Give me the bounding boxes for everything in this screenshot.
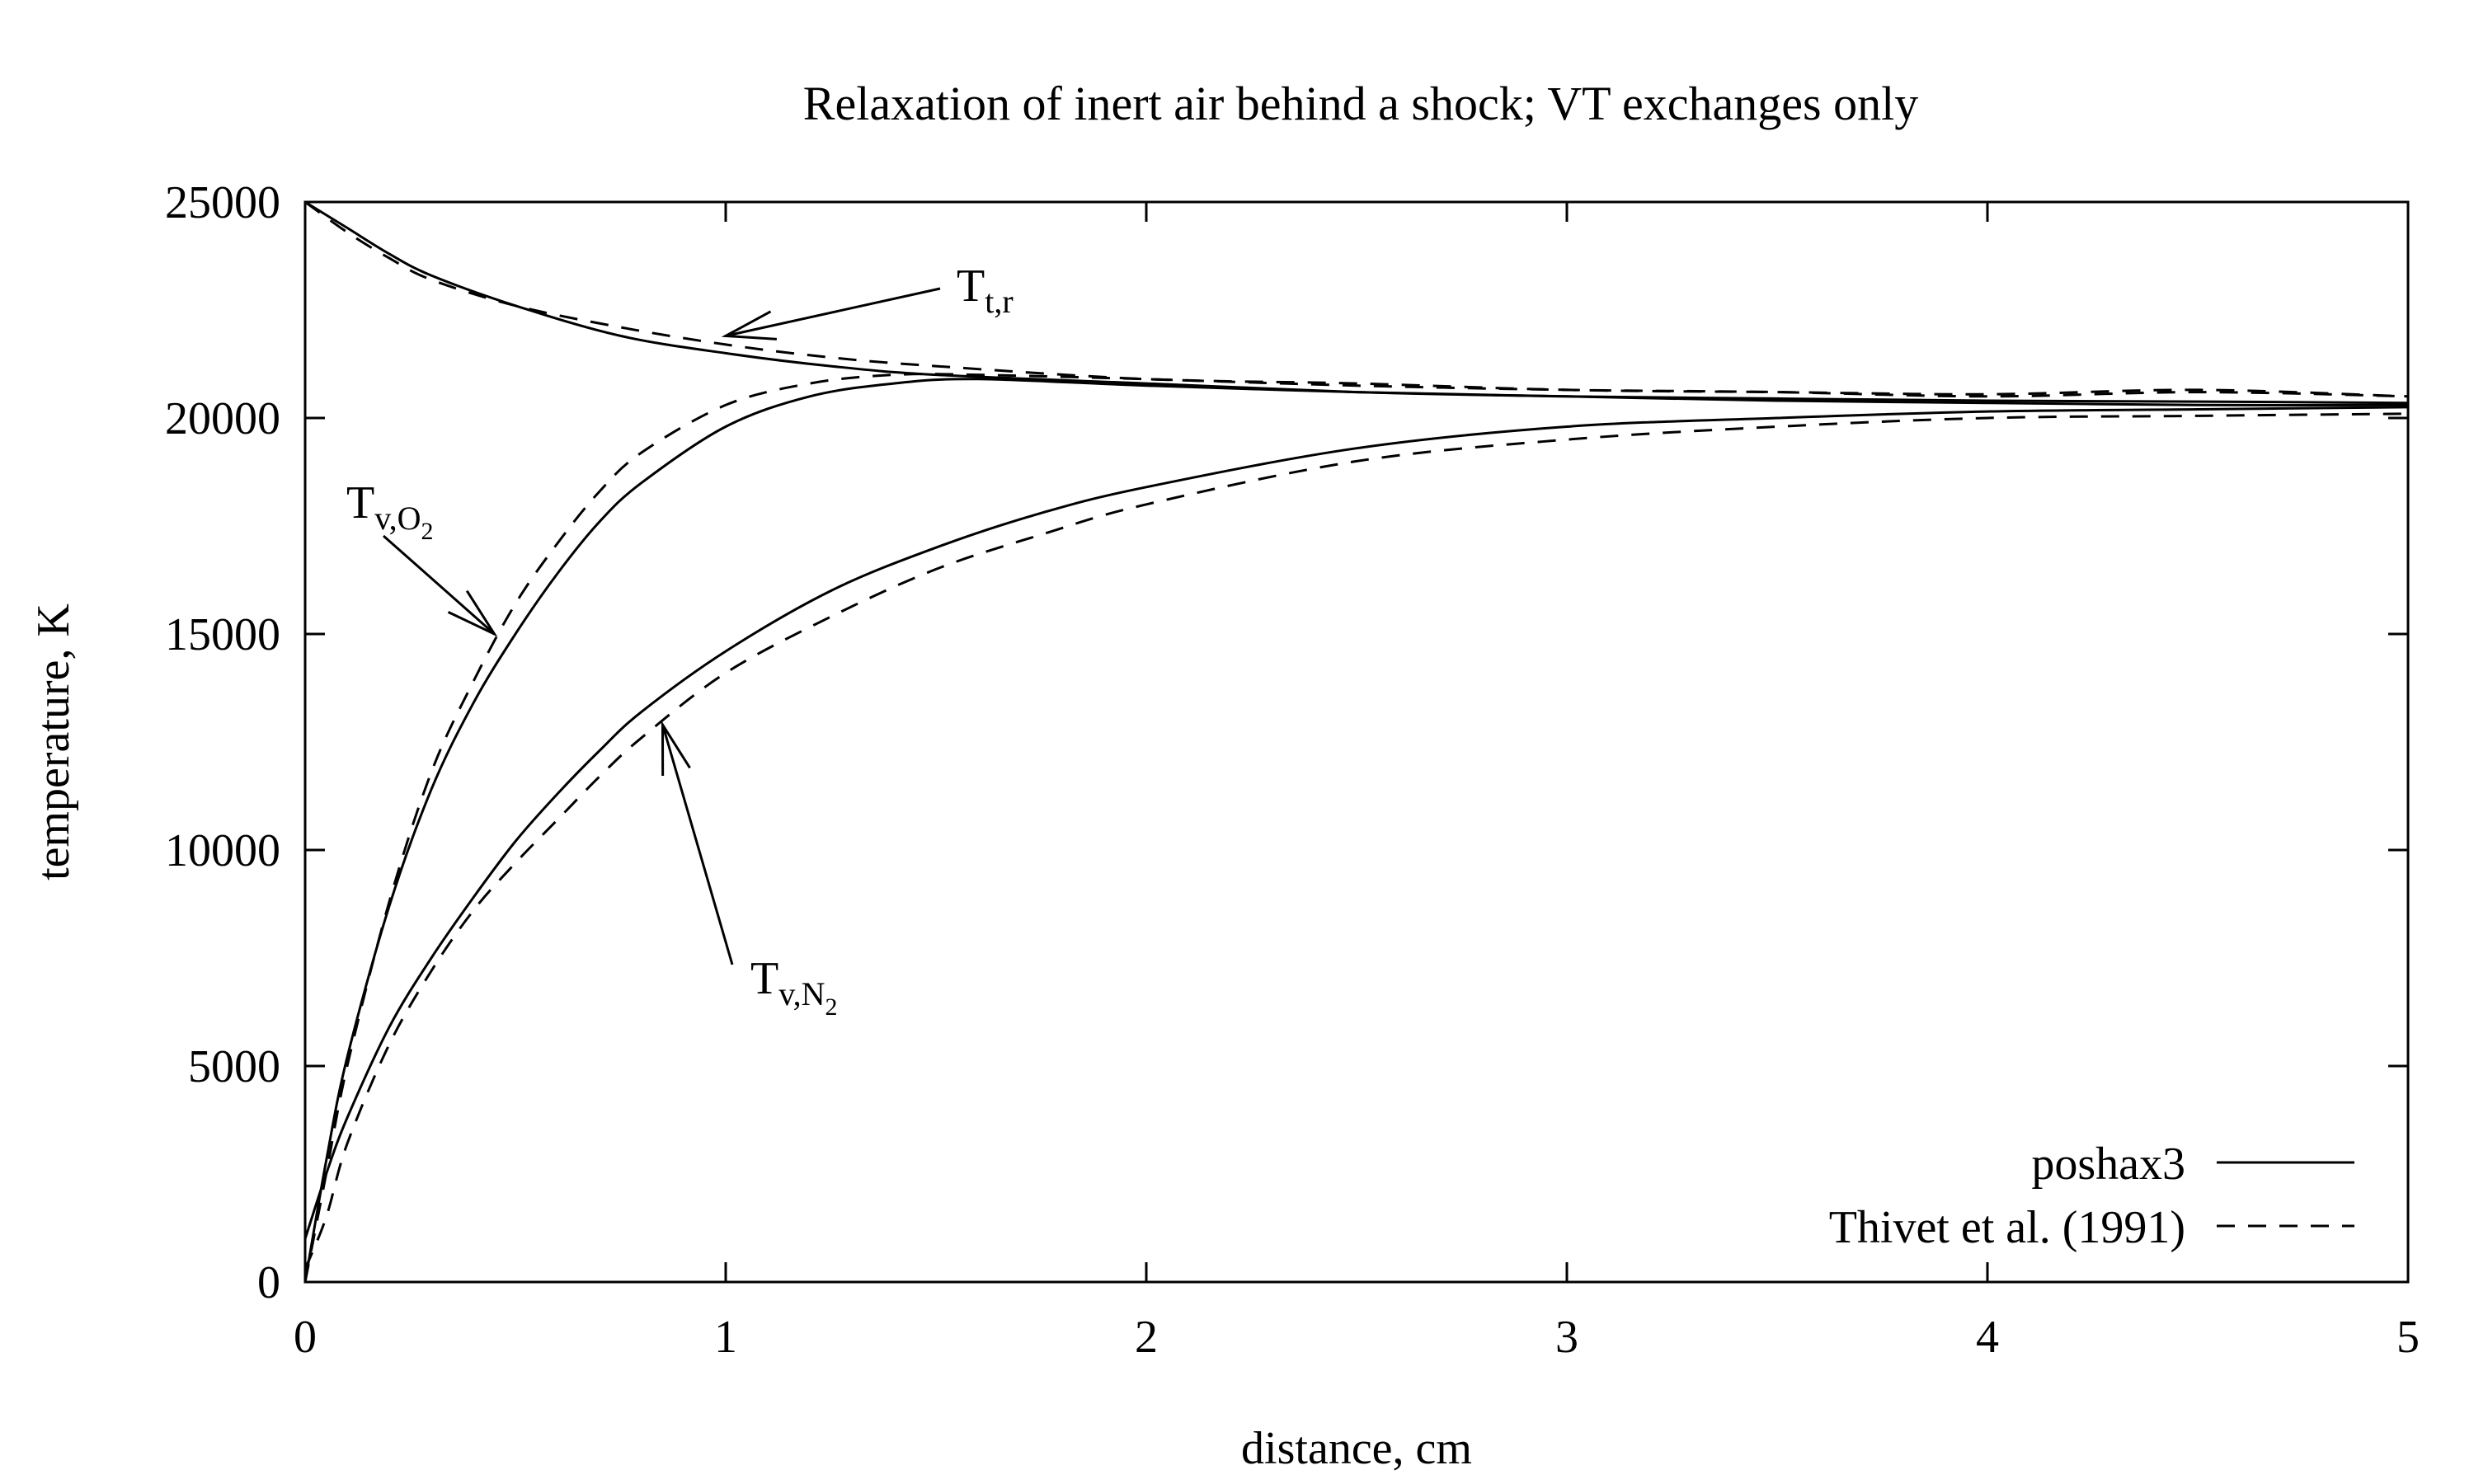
series-line-thivet-t-v-o2 <box>303 373 2409 1283</box>
arrow-tvo2-head <box>447 589 498 637</box>
x-tick-label: 4 <box>1976 1312 1999 1363</box>
x-tick-label: 5 <box>2396 1312 2420 1363</box>
series-line-poshax3-t-t-r <box>304 200 2409 405</box>
y-tick-label: 25000 <box>165 177 280 228</box>
series-line-thivet-t-v-n2 <box>303 412 2409 1270</box>
arrow-tvo2-shaft <box>383 534 496 636</box>
series-layer <box>303 200 2409 1283</box>
arrow-ttr-head <box>721 310 777 340</box>
tick-layer: 0 1 2 3 4 5 0 5000 10000 15000 20000 25000 <box>165 177 2420 1363</box>
x-axis-title: distance, cm <box>1241 1423 1472 1474</box>
x-tick-label: 3 <box>1555 1312 1578 1363</box>
chart-title: Relaxation of inert air behind a shock; … <box>803 77 1918 130</box>
y-axis-title: temperature, K <box>28 603 79 881</box>
legend: poshax3 Thivet et al. (1991) <box>1829 1139 2354 1253</box>
legend-label-poshax3: poshax3 <box>2031 1139 2185 1190</box>
x-tick-label: 0 <box>294 1312 317 1363</box>
annotation-t-tr: Tt,r <box>957 261 1014 320</box>
x-tick-label: 1 <box>714 1312 737 1363</box>
x-tick-label: 2 <box>1135 1312 1158 1363</box>
y-tick-label: 20000 <box>165 393 280 444</box>
arrow-ttr-shaft <box>725 287 941 337</box>
y-tick-label: 0 <box>257 1257 280 1308</box>
arrow-tvn2-shaft <box>661 724 734 965</box>
y-tick-label: 5000 <box>188 1041 280 1092</box>
series-line-poshax3-t-v-n2 <box>303 406 2409 1240</box>
legend-label-thivet: Thivet et al. (1991) <box>1829 1202 2185 1253</box>
y-tick-label: 10000 <box>165 825 280 876</box>
y-tick-label: 15000 <box>165 609 280 660</box>
arrow-tvn2-head <box>661 720 691 777</box>
annotation-tv-n2: Tv,N2 <box>750 953 838 1021</box>
annotation-layer: Tt,r Tv,O2 Tv,N2 <box>346 261 1014 1021</box>
annotation-tv-o2: Tv,O2 <box>346 477 434 545</box>
series-line-poshax3-t-v-o2 <box>303 378 2409 1283</box>
plot-frame <box>303 200 2410 1284</box>
